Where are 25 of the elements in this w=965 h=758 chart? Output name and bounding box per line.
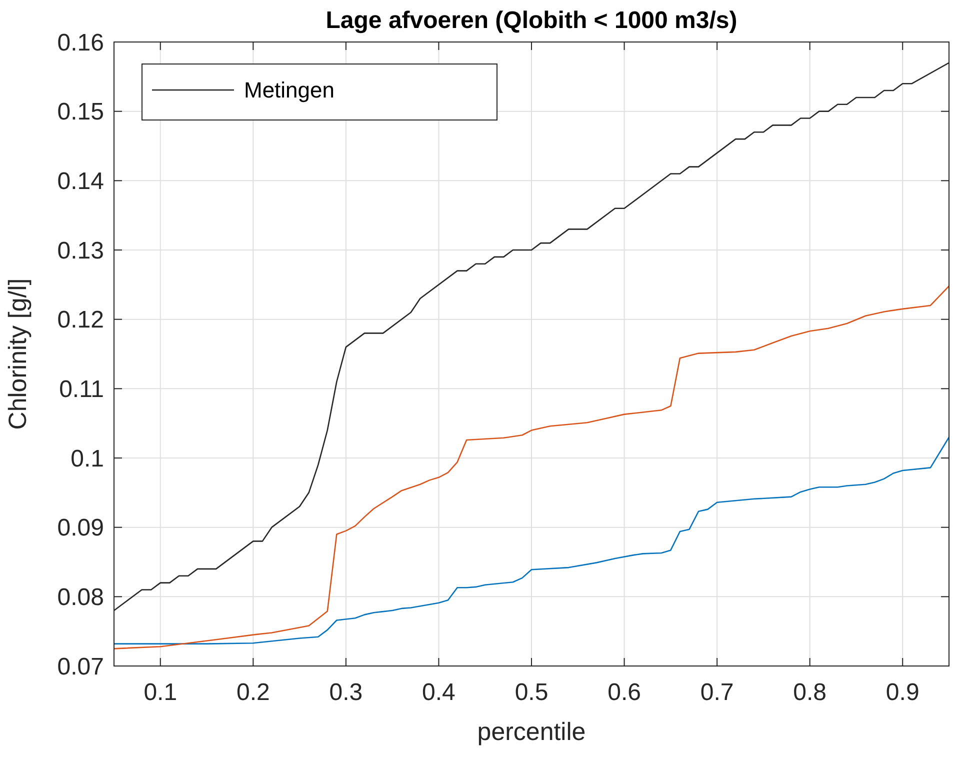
y-tick-label: 0.13 (57, 237, 104, 264)
x-tick-label: 0.2 (236, 679, 270, 706)
y-axis-title: Chlorinity [g/l] (4, 278, 32, 430)
x-tick-label: 0.5 (514, 679, 548, 706)
y-tick-label: 0.07 (57, 653, 104, 680)
chart-title: Lage afvoeren (Qlobith < 1000 m3/s) (326, 7, 738, 34)
line-series (114, 436, 949, 644)
y-tick-label: 0.15 (57, 98, 104, 126)
x-axis-title: percentile (477, 718, 586, 746)
legend-label: Metingen (244, 78, 335, 103)
y-tick-label: 0.14 (57, 168, 104, 196)
x-tick-label: 0.4 (422, 679, 456, 706)
x-tick-label: 0.8 (793, 679, 827, 706)
y-tick-label: 0.16 (57, 29, 104, 56)
x-tick-label: 0.1 (144, 679, 178, 706)
y-tick-label: 0.09 (57, 514, 104, 542)
y-tick-label: 0.1 (70, 445, 104, 472)
x-tick-label: 0.7 (700, 679, 734, 706)
y-tick-label: 0.12 (57, 306, 104, 334)
x-tick-label: 0.3 (329, 679, 363, 706)
x-tick-label: 0.6 (608, 679, 641, 706)
x-tick-label: 0.9 (886, 679, 920, 706)
y-tick-label: 0.08 (57, 584, 104, 612)
line-series (114, 285, 949, 650)
y-tick-label: 0.11 (59, 376, 104, 404)
